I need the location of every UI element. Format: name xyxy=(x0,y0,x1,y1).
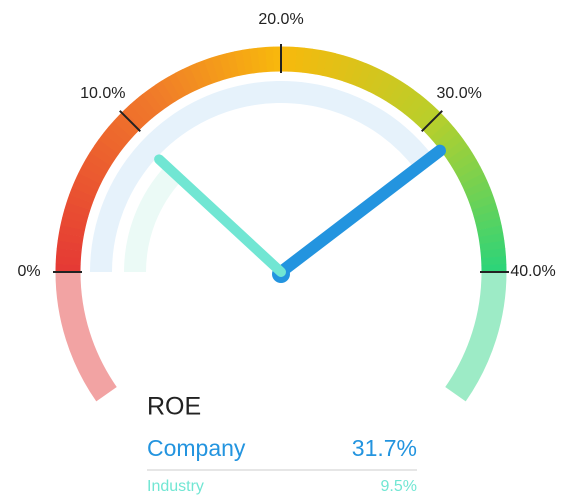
legend-industry-value: 9.5% xyxy=(381,478,417,495)
gauge-band xyxy=(368,69,388,96)
gauge-band xyxy=(393,85,414,111)
tick-label: 30.0% xyxy=(437,85,482,102)
gauge-band xyxy=(415,104,438,129)
gauge-band xyxy=(479,240,506,252)
gauge-band xyxy=(136,94,158,119)
gauge-band xyxy=(108,120,133,144)
tick-label: 20.0% xyxy=(258,11,303,28)
gauge-band xyxy=(461,173,488,191)
gauge-band xyxy=(203,57,220,84)
gauge-band xyxy=(94,139,120,160)
gauge-band xyxy=(447,145,473,167)
gauge-band xyxy=(175,69,194,95)
gauge-band xyxy=(458,166,484,185)
gauge-band xyxy=(404,94,427,119)
gauge-band xyxy=(429,121,454,144)
gauge-band xyxy=(113,115,138,138)
gauge-band xyxy=(398,89,421,115)
gauge-band xyxy=(62,209,89,224)
gauge-band xyxy=(182,65,200,92)
gauge-band xyxy=(56,248,82,259)
gauge-band xyxy=(154,80,176,106)
gauge-band xyxy=(249,47,261,74)
gauge-band xyxy=(234,49,247,76)
gauge-band xyxy=(375,72,395,99)
gauge-band xyxy=(211,55,227,82)
gauge-band xyxy=(308,48,321,75)
company-needle xyxy=(275,144,446,278)
tick-label: 10.0% xyxy=(80,85,125,102)
gauge-band xyxy=(471,202,498,218)
gauge-band xyxy=(315,49,329,76)
gauge-band xyxy=(189,62,207,89)
gauge-extension xyxy=(55,271,117,402)
gauge-band xyxy=(78,165,105,185)
gauge-band xyxy=(464,180,491,198)
gauge-band xyxy=(362,65,381,92)
tick-label: 40.0% xyxy=(510,263,555,280)
gauge-band xyxy=(89,145,116,166)
gauge-band xyxy=(466,187,494,204)
gauge-band xyxy=(294,47,305,73)
tick-mark xyxy=(421,110,443,132)
gauge-band xyxy=(64,201,91,217)
gauge-band xyxy=(57,232,84,245)
legend-company: Company xyxy=(147,435,246,461)
gauge-band xyxy=(196,59,213,87)
tick-label: 0% xyxy=(17,263,40,280)
gauge-band xyxy=(66,194,93,211)
gauge-band xyxy=(477,225,504,238)
gauge-band xyxy=(336,55,352,82)
gauge-band xyxy=(241,48,254,75)
gauge-band xyxy=(342,57,359,84)
gauge-band xyxy=(226,51,240,78)
gauge-band xyxy=(301,47,313,74)
gauge-band xyxy=(480,248,506,259)
gauge-band xyxy=(103,126,128,149)
gauge-band xyxy=(142,89,164,115)
gauge-band xyxy=(81,158,108,178)
gauge-band xyxy=(98,132,124,155)
gauge-band xyxy=(60,217,87,231)
gauge-band xyxy=(161,76,182,102)
gauge-band xyxy=(381,76,401,103)
gauge-band xyxy=(168,72,188,99)
gauge-band xyxy=(356,62,374,89)
gauge-band xyxy=(469,194,496,211)
gauge-band xyxy=(454,159,481,179)
gauge-band xyxy=(56,240,83,252)
gauge-band xyxy=(329,53,344,80)
gauge-band xyxy=(257,47,268,73)
gauge-band xyxy=(130,99,153,124)
gauge-band xyxy=(218,53,233,80)
gauge-band xyxy=(85,152,112,172)
gauge-band xyxy=(387,80,408,107)
gauge-band xyxy=(443,139,469,161)
gauge-extension xyxy=(445,271,507,402)
gauge-band xyxy=(434,127,459,149)
tick-mark xyxy=(119,110,141,132)
gauge-band xyxy=(124,104,148,128)
gauge-band xyxy=(409,99,433,124)
industry-track xyxy=(124,165,183,273)
gauge-band xyxy=(425,115,449,139)
gauge-band xyxy=(69,187,96,204)
gauge-band xyxy=(475,217,502,231)
legend-company-value: 31.7% xyxy=(352,435,417,461)
legend-industry: Industry xyxy=(147,478,204,495)
gauge-band xyxy=(349,60,366,87)
gauge-band xyxy=(478,232,505,245)
gauge-title: ROE xyxy=(147,393,201,421)
gauge-band xyxy=(58,224,85,238)
gauge-band xyxy=(322,51,336,78)
gauge-band xyxy=(451,152,477,173)
gauge-band xyxy=(71,179,98,197)
gauge-band xyxy=(438,133,464,155)
gauge-band xyxy=(74,172,101,191)
gauge-band xyxy=(473,209,500,224)
industry-needle xyxy=(154,154,286,277)
gauge-band xyxy=(148,84,170,110)
company-track xyxy=(90,81,433,273)
